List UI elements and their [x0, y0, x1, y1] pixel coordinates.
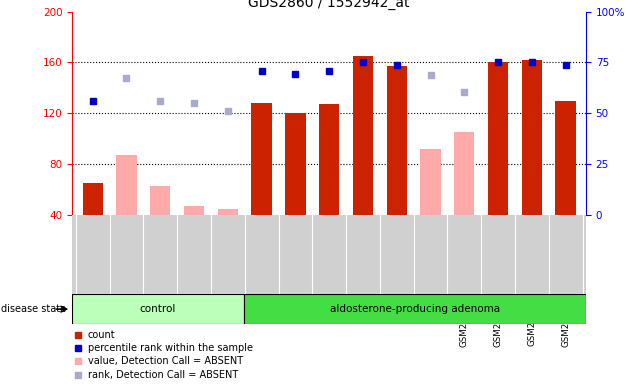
Bar [251, 103, 272, 215]
Bar [218, 209, 238, 215]
Text: count: count [88, 330, 115, 340]
Bar [420, 149, 440, 215]
Bar [72, 294, 244, 324]
Bar [83, 183, 103, 215]
Bar [285, 113, 306, 215]
Text: percentile rank within the sample: percentile rank within the sample [88, 343, 253, 353]
Title: GDS2860 / 1552942_at: GDS2860 / 1552942_at [248, 0, 410, 10]
Bar [319, 104, 340, 215]
Text: value, Detection Call = ABSENT: value, Detection Call = ABSENT [88, 356, 243, 366]
Bar [454, 132, 474, 215]
Text: rank, Detection Call = ABSENT: rank, Detection Call = ABSENT [88, 370, 238, 380]
Bar [244, 294, 586, 324]
Bar [353, 56, 373, 215]
Bar [488, 62, 508, 215]
Bar [117, 155, 137, 215]
Bar [184, 206, 204, 215]
Text: disease state: disease state [1, 304, 66, 314]
Text: aldosterone-producing adenoma: aldosterone-producing adenoma [329, 304, 500, 314]
Bar [387, 66, 407, 215]
Bar [522, 60, 542, 215]
Bar [556, 101, 576, 215]
Text: control: control [140, 304, 176, 314]
Bar [150, 186, 170, 215]
